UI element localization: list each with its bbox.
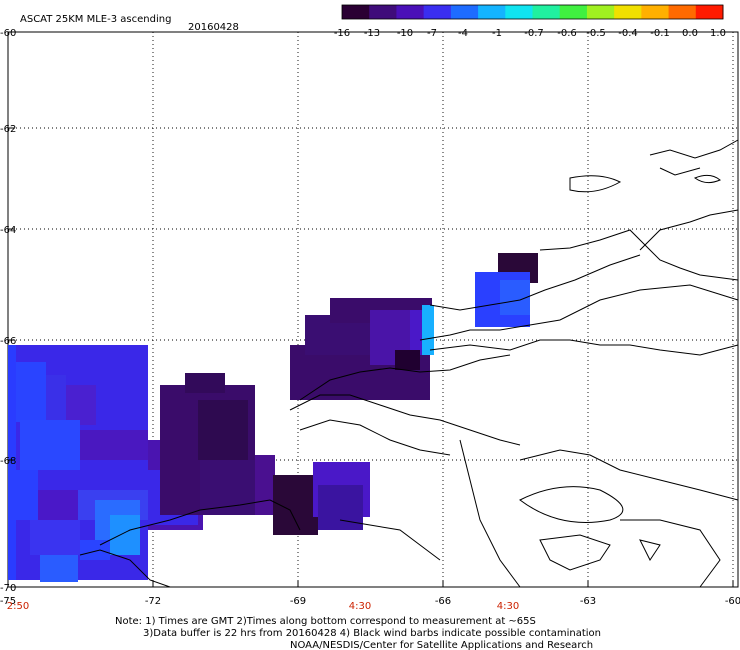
latitude-label: -64 — [0, 225, 16, 236]
longitude-label: -63 — [580, 596, 596, 607]
colorbar: -16 -13 -10 -7 -4 -1 -0.7 -0.6 -0.5 -0.4 -0.1 0.0 1.… — [334, 4, 726, 39]
colorbar-label: 0.0 — [682, 28, 698, 39]
map-title: ASCAT 25KM MLE-3 ascending — [20, 14, 171, 25]
colorbar-cell — [586, 5, 615, 19]
colorbar-cell — [505, 5, 533, 19]
longitude-label: -66 — [435, 596, 451, 607]
colorbar-cell — [342, 5, 370, 19]
latitude-labels: -60 -62 -64 -66 -68 -70 — [0, 28, 16, 594]
pass-time-label: 4:30 — [497, 601, 519, 612]
note-line-2: 3)Data buffer is 22 hrs from 20160428 4)… — [143, 628, 601, 639]
colorbar-label: -10 — [397, 28, 413, 39]
longitude-labels: -75 -72 -69 -66 -63 -60 — [0, 581, 740, 607]
time-labels: 2:50 4:30 4:30 — [7, 601, 519, 612]
longitude-label: -60 — [725, 596, 740, 607]
colorbar-label: -0.1 — [650, 28, 670, 39]
colorbar-cell — [614, 5, 642, 19]
colorbar-cell — [532, 5, 561, 19]
note-line-3: NOAA/NESDIS/Center for Satellite Applica… — [290, 640, 593, 650]
pass-time-label: 2:50 — [7, 601, 29, 612]
note-line-1: Note: 1) Times are GMT 2)Times along bot… — [115, 616, 536, 627]
latitude-label: -60 — [0, 28, 16, 39]
colorbar-cell — [423, 5, 452, 19]
coastlines — [79, 139, 739, 588]
colorbar-cell — [478, 5, 506, 19]
colorbar-label: -7 — [427, 28, 437, 39]
longitude-label: -69 — [290, 596, 306, 607]
colorbar-label: -4 — [458, 28, 468, 39]
colorbar-cell — [559, 5, 588, 19]
colorbar-label: 1.0 — [710, 28, 726, 39]
colorbar-label: -0.6 — [557, 28, 577, 39]
colorbar-label: -0.4 — [618, 28, 638, 39]
plot-frame — [7, 31, 739, 588]
latitude-label: -68 — [0, 456, 16, 467]
latitude-label: -70 — [0, 583, 16, 594]
colorbar-label: -1 — [492, 28, 502, 39]
wind-data-swaths — [8, 253, 538, 582]
colorbar-cell — [369, 5, 397, 19]
latitude-label: -66 — [0, 336, 16, 347]
longitude-label: -72 — [145, 596, 161, 607]
longitude-label: -75 — [0, 596, 16, 607]
colorbar-cell — [695, 5, 724, 19]
colorbar-label: -13 — [364, 28, 380, 39]
colorbar-cell — [641, 5, 670, 19]
pass-time-label: 4:30 — [349, 601, 371, 612]
colorbar-label: -0.7 — [524, 28, 544, 39]
colorbar-cell — [396, 5, 425, 19]
colorbar-label: -16 — [334, 28, 350, 39]
colorbar-label: -0.5 — [586, 28, 606, 39]
colorbar-cell — [668, 5, 697, 19]
colorbar-cell — [450, 5, 479, 19]
map-date: 20160428 — [188, 22, 239, 33]
latitude-label: -62 — [0, 124, 16, 135]
